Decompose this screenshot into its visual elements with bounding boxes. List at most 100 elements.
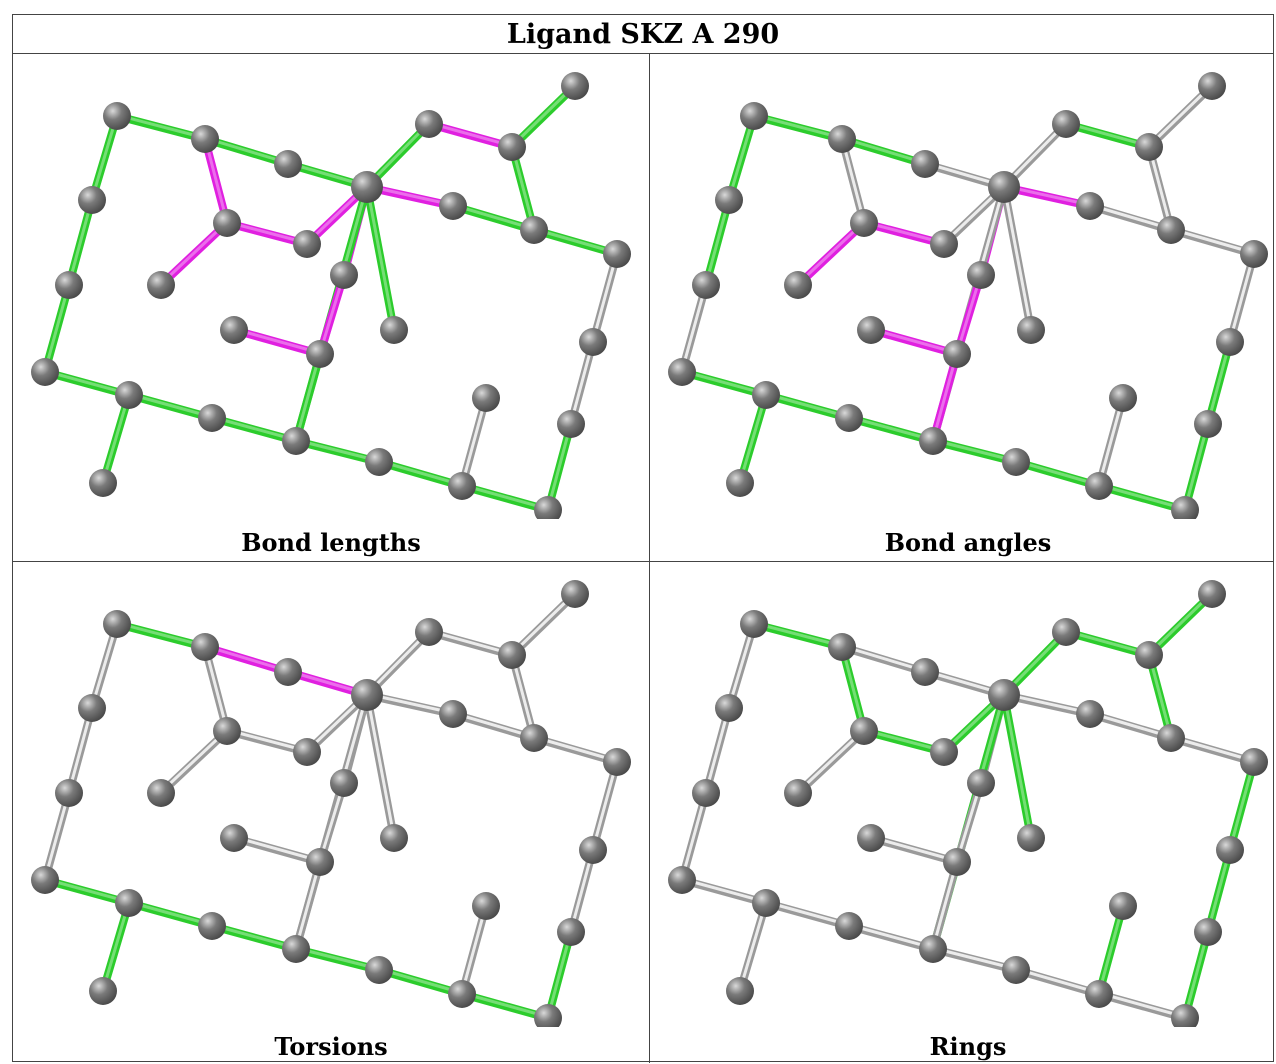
atom	[828, 633, 856, 661]
bond-highlight	[377, 459, 464, 487]
atom	[274, 658, 302, 686]
caption-bond-lengths: Bond lengths	[241, 528, 421, 557]
atom	[943, 340, 971, 368]
bond	[125, 391, 216, 422]
atom	[557, 918, 585, 946]
bond	[508, 143, 538, 234]
atom	[274, 150, 302, 178]
atom	[534, 1004, 562, 1027]
bond-highlight	[127, 900, 214, 927]
panel-torsions: Torsions	[13, 562, 649, 1063]
bond	[845, 414, 937, 445]
bond-highlight	[764, 900, 851, 927]
atom	[911, 658, 939, 686]
atom	[78, 694, 106, 722]
atom	[911, 150, 939, 178]
bond	[1062, 120, 1153, 151]
bond-highlight	[159, 220, 229, 286]
bond-highlight	[738, 900, 768, 992]
atom	[967, 261, 995, 289]
atom	[198, 912, 226, 940]
bond	[530, 226, 621, 258]
bond-highlight	[294, 859, 322, 950]
atom	[520, 724, 548, 752]
atom	[330, 769, 358, 797]
atom	[380, 316, 408, 344]
panel-rings: Rings	[650, 562, 1276, 1063]
atom	[1216, 328, 1244, 356]
atom	[365, 448, 393, 476]
bond-highlight	[460, 991, 550, 1019]
bond	[838, 135, 929, 168]
atom	[784, 271, 812, 299]
bond	[363, 183, 398, 334]
bond-highlight	[796, 728, 866, 794]
atom	[1109, 892, 1137, 920]
bond-highlight	[1228, 251, 1256, 343]
bond	[702, 196, 733, 289]
bond-highlight	[847, 415, 935, 442]
atom	[472, 384, 500, 412]
bond	[375, 966, 466, 998]
bond-highlight	[840, 136, 927, 165]
caption-rings: Rings	[929, 1032, 1007, 1061]
bond-highlight	[738, 392, 768, 484]
atom	[857, 316, 885, 344]
bond	[725, 112, 758, 204]
atom	[1002, 956, 1030, 984]
atom	[293, 230, 321, 258]
bond	[867, 326, 961, 358]
bond	[65, 196, 96, 289]
atom	[365, 956, 393, 984]
bond-highlight	[680, 282, 708, 373]
bond	[157, 219, 231, 289]
bond	[41, 876, 133, 907]
atom	[115, 889, 143, 917]
atom	[715, 694, 743, 722]
bond	[1095, 482, 1189, 514]
atom	[1240, 240, 1268, 268]
bond	[113, 620, 209, 651]
atom	[1198, 72, 1226, 100]
bond	[1095, 902, 1127, 998]
atom	[147, 271, 175, 299]
atom	[198, 404, 226, 432]
bond-highlight	[680, 369, 768, 396]
atom	[603, 748, 631, 776]
atom	[967, 769, 995, 797]
atom	[115, 381, 143, 409]
bond-highlight	[1097, 903, 1125, 995]
bond-highlight	[115, 113, 207, 140]
bond-highlight	[101, 900, 131, 992]
bond-highlight	[43, 790, 71, 881]
bond-highlight	[294, 351, 322, 442]
bond	[544, 928, 575, 1022]
bond	[201, 643, 292, 676]
bond-highlight	[591, 759, 619, 851]
atom	[726, 469, 754, 497]
panel-bond-angles: Bond angles	[650, 54, 1276, 561]
atom	[147, 779, 175, 807]
molecule-torsions	[31, 580, 631, 1027]
bond-highlight	[1002, 184, 1033, 331]
atom	[579, 836, 607, 864]
bond-highlight	[532, 735, 619, 763]
bond-highlight	[764, 392, 851, 419]
bond-highlight	[1064, 629, 1151, 656]
atom	[850, 717, 878, 745]
bond	[1181, 420, 1212, 514]
caption-torsions: Torsions	[274, 1032, 388, 1061]
atom	[715, 186, 743, 214]
atom	[415, 110, 443, 138]
atom	[306, 340, 334, 368]
bond	[41, 368, 133, 399]
bond-highlight	[1064, 121, 1151, 148]
molecule-bond-angles	[668, 72, 1268, 519]
atom	[740, 102, 768, 130]
atom	[1240, 748, 1268, 776]
atom	[1171, 496, 1199, 519]
bond-highlight	[680, 790, 708, 881]
atom	[1076, 700, 1104, 728]
atom	[1198, 580, 1226, 608]
bond	[838, 643, 868, 735]
